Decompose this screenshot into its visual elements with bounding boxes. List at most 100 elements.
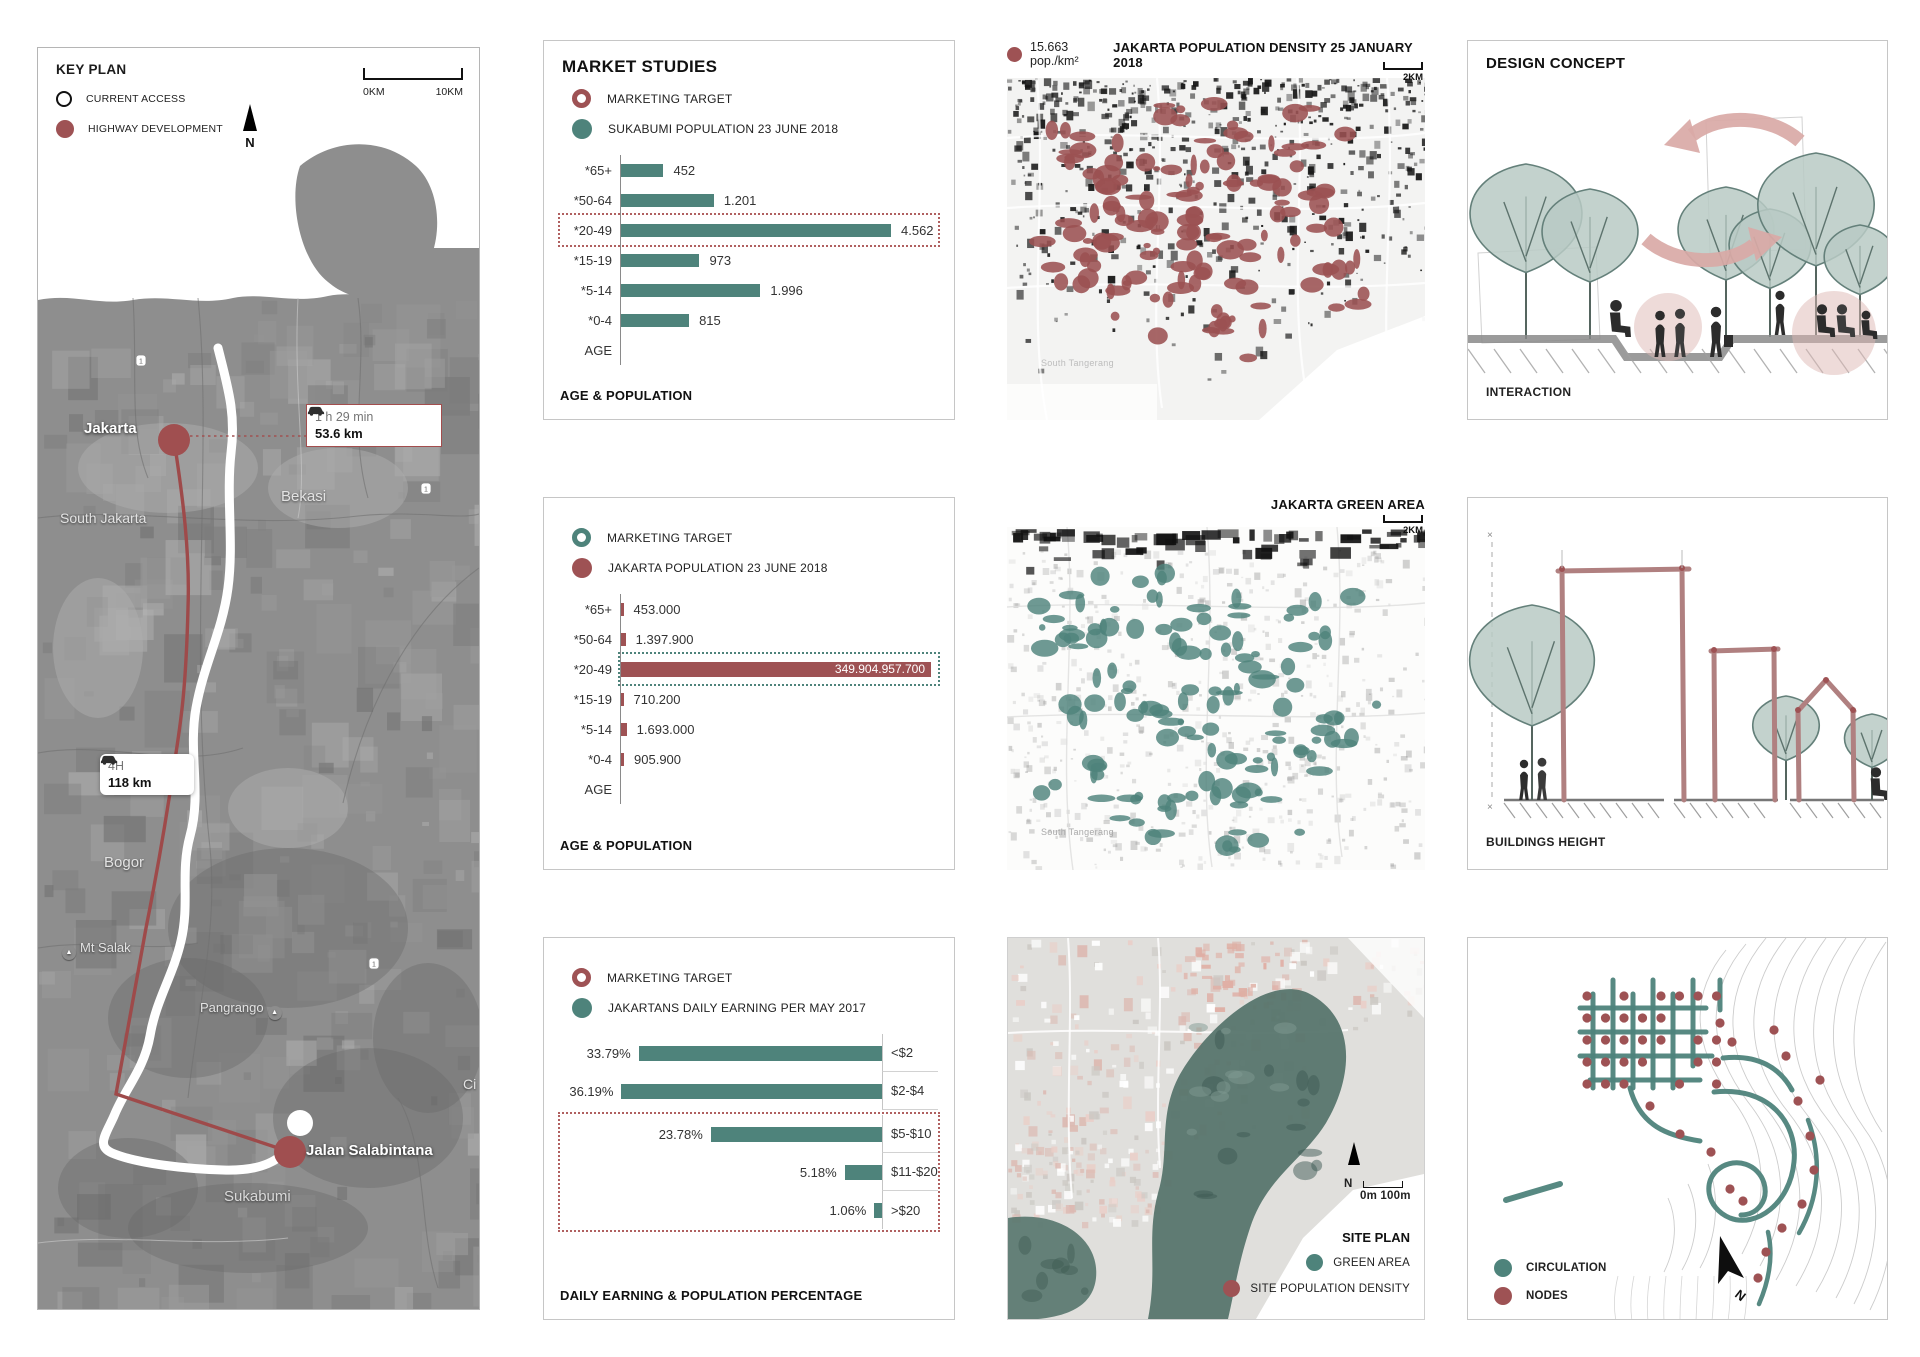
earning-category-label: <$2	[882, 1034, 938, 1072]
area-label: South Tangerang	[1041, 827, 1114, 837]
jakarta-population-panel: MARKETING TARGET JAKARTA POPULATION 23 JU…	[543, 497, 955, 870]
scale-label: 2KM	[1402, 525, 1423, 536]
mountain-pin-icon: ▲	[62, 945, 76, 960]
earning-bar	[874, 1202, 882, 1218]
current-access-icon	[56, 91, 72, 107]
series-dot-icon	[572, 119, 592, 139]
scale-end-label: 10KM	[435, 86, 463, 98]
legend-label: MARKETING TARGET	[607, 970, 733, 985]
buildings-height-caption: BUILDINGS HEIGHT	[1486, 835, 1606, 849]
design-concept-interaction-panel: DESIGN CONCEPT INTERACTION	[1467, 40, 1888, 420]
earning-bar	[844, 1164, 882, 1180]
chart-row: *20-49 4.562	[558, 213, 940, 247]
legend-label: JAKARTA POPULATION 23 JUNE 2018	[608, 561, 828, 575]
route-info-box-1: 1 h 29 min 53.6 km	[306, 404, 442, 447]
population-bar	[621, 692, 624, 706]
map-label-mt-salak: ▲ Mt Salak	[58, 940, 131, 960]
key-plan-map: 1 1 1	[38, 48, 479, 1309]
site-scale-bar: N	[1344, 1178, 1403, 1190]
route-distance: 118 km	[108, 775, 152, 790]
chart-caption: DAILY EARNING & POPULATION PERCENTAGE	[560, 1288, 863, 1303]
north-indicator: N	[243, 104, 257, 150]
interaction-sketch	[1468, 113, 1887, 375]
chart-row: *15-19 710.200	[560, 684, 938, 714]
bar-value-label: 710.200	[633, 691, 681, 707]
market-studies-panel: MARKET STUDIES MARKETING TARGET SUKABUMI …	[543, 40, 955, 420]
population-bar	[621, 163, 664, 177]
scale-label: 2KM	[1402, 72, 1423, 83]
legend-item: JAKARTANS DAILY EARNING PER MAY 2017	[572, 998, 938, 1018]
earning-bar	[710, 1126, 882, 1142]
axis-label: AGE	[584, 342, 612, 358]
buildings-height-sketch: ××	[1468, 530, 1887, 819]
chart-row: *50-64 1.397.900	[560, 624, 938, 654]
legend-item-circulation: CIRCULATION	[1494, 1259, 1607, 1277]
bar-value-label: 1.996	[770, 282, 803, 298]
target-ring-icon	[572, 528, 591, 547]
legend-label: MARKETING TARGET	[607, 530, 733, 545]
circulation-diagram-panel: N CIRCULATION NODES	[1467, 937, 1888, 1320]
chart-row: *50-64 1.201	[560, 185, 938, 215]
map-label-bogor: Bogor	[104, 854, 145, 871]
green-area-map	[1007, 527, 1425, 870]
interaction-caption: INTERACTION	[1486, 385, 1572, 399]
site-population-density-icon	[1223, 1280, 1241, 1297]
earning-bar	[621, 1083, 882, 1099]
age-label: *0-4	[588, 751, 612, 767]
north-arrow-icon	[243, 104, 257, 131]
scale-bracket	[1383, 62, 1423, 70]
bar-value-label: 905.900	[634, 751, 682, 767]
legend-item: SUKABUMI POPULATION 23 JUNE 2018	[572, 119, 938, 139]
circulation-legend: CIRCULATION NODES	[1494, 1259, 1607, 1305]
map-label-jakarta: Jakarta	[84, 420, 137, 437]
population-bar	[621, 283, 761, 297]
bar-value-label: 453.000	[633, 601, 681, 617]
chart-caption: AGE & POPULATION	[560, 838, 693, 853]
site-scale-label: 0m 100m	[1360, 1190, 1411, 1202]
site-plan-map	[1007, 937, 1427, 1319]
target-highlight-box: 23.78% $5-$10 5.18% $11-$20 1.06% >$20	[558, 1112, 940, 1232]
daily-earning-chart: 33.79% <$2 36.19% $2-$4 23.78% $5-$10 5.18% $11…	[558, 1034, 940, 1232]
map-label-jalan-salabintana: Jalan Salabintana	[306, 1142, 433, 1159]
density-legend-value: 15.663 pop./km²	[1030, 40, 1079, 68]
car-icon	[100, 755, 118, 765]
age-label: *5-14	[580, 282, 612, 298]
legend-item: MARKETING TARGET	[572, 89, 938, 108]
axis-label: AGE	[584, 781, 612, 797]
age-label: *50-64	[573, 192, 612, 208]
svg-text:1: 1	[372, 962, 376, 969]
chart-row: *65+ 453.000	[560, 594, 938, 624]
legend-item-site-population-density: SITE POPULATION DENSITY	[1223, 1280, 1410, 1297]
chart-caption: AGE & POPULATION	[560, 388, 693, 403]
earning-row: 5.18% $11-$20	[560, 1153, 938, 1191]
site-plan-panel: N 0m 100m SITE PLAN GREEN AREA SITE POPU…	[1007, 937, 1427, 1320]
bar-value-label: 1.397.900	[635, 631, 694, 647]
earning-category-label: $2-$4	[882, 1072, 938, 1110]
earning-row: 36.19% $2-$4	[560, 1072, 938, 1110]
green-map-title: JAKARTA GREEN AREA	[1270, 497, 1425, 512]
circulation-icon	[1494, 1259, 1512, 1277]
axis-row: AGE	[560, 335, 938, 365]
bar-value-label: 973	[709, 252, 732, 268]
green-area-icon	[1306, 1254, 1324, 1271]
age-label: *65+	[584, 162, 612, 178]
age-label: *0-4	[588, 312, 612, 328]
legend-item: MARKETING TARGET	[572, 968, 938, 987]
chart-row: *65+ 452	[560, 155, 938, 185]
population-bar	[621, 253, 700, 267]
age-label: *20-49	[573, 222, 612, 238]
target-ring-icon	[572, 89, 591, 108]
buildings-height-panel: × × BUILDINGS HEIGHT	[1467, 497, 1888, 870]
scale-bracket	[363, 68, 463, 80]
population-density-map-panel: 15.663 pop./km² JAKARTA POPULATION DENSI…	[1007, 40, 1425, 420]
population-bar	[621, 752, 625, 766]
legend-item-current-access: CURRENT ACCESS	[56, 91, 223, 107]
legend-item-nodes: NODES	[1494, 1287, 1607, 1305]
legend-label: MARKETING TARGET	[607, 91, 733, 106]
bar-value-label: 452	[673, 162, 696, 178]
site-north-indicator	[1348, 1142, 1360, 1165]
earning-category-label: $5-$10	[882, 1115, 938, 1153]
density-legend-dot	[1007, 46, 1022, 62]
chart-legend: MARKETING TARGET SUKABUMI POPULATION 23 J…	[572, 89, 938, 139]
highway-development-icon	[56, 120, 74, 138]
